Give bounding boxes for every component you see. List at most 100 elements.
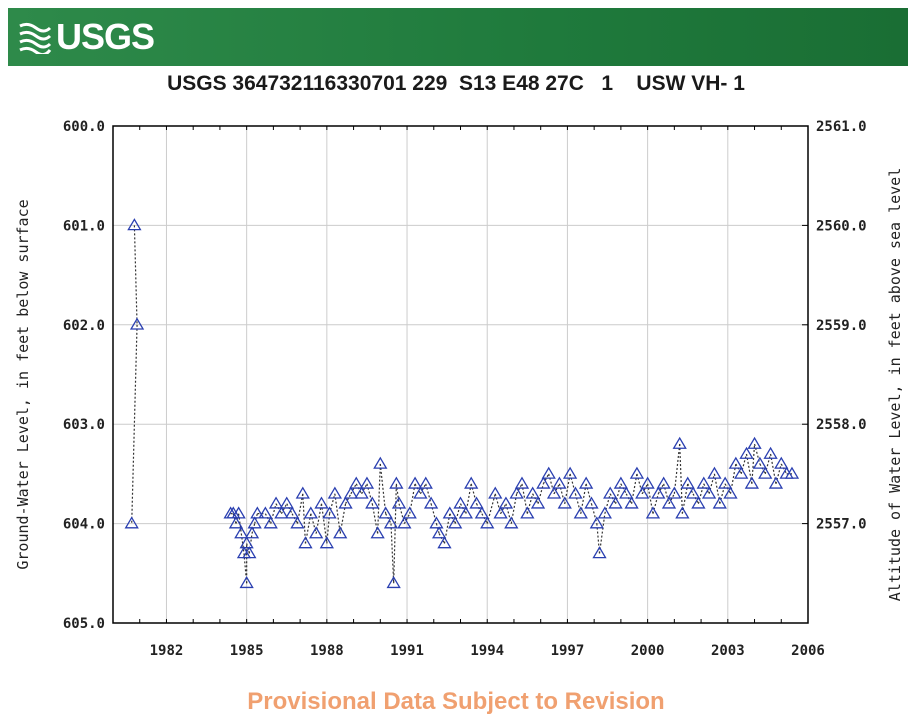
data-point — [717, 476, 733, 489]
data-point — [552, 476, 567, 489]
data-point — [685, 486, 701, 499]
connector-line — [385, 513, 392, 524]
y-tick-label: 601.0 — [63, 218, 105, 234]
data-point — [234, 526, 249, 539]
data-point — [573, 506, 588, 519]
data-point — [592, 546, 607, 559]
connector-line — [379, 463, 387, 514]
data-point — [514, 476, 530, 489]
connector-line — [625, 493, 633, 505]
connector-line — [345, 493, 352, 505]
data-point — [322, 506, 337, 519]
data-point — [290, 516, 305, 529]
connector-line — [532, 493, 539, 505]
connector-line — [687, 483, 694, 495]
connector-line — [328, 493, 336, 514]
y-tick-label: 604.0 — [63, 517, 105, 533]
data-point — [656, 476, 671, 489]
connector-line — [500, 503, 507, 514]
connector-line — [553, 483, 560, 495]
data-point — [488, 486, 503, 499]
data-point — [407, 476, 423, 489]
x-tick-label: 1991 — [390, 643, 424, 659]
connector-line — [133, 225, 138, 325]
connector-line — [302, 493, 307, 544]
data-point — [530, 496, 546, 509]
data-point — [391, 496, 407, 509]
data-point — [389, 476, 404, 489]
connector-line — [735, 463, 742, 475]
connector-line — [719, 483, 726, 504]
data-point — [423, 496, 439, 509]
usgs-banner: USGS — [8, 8, 908, 66]
data-point — [373, 456, 388, 469]
data-point — [691, 496, 706, 509]
connector-line — [692, 493, 699, 505]
connector-line — [609, 493, 617, 505]
connector-line — [740, 453, 748, 475]
data-point — [509, 486, 524, 499]
data-point — [474, 506, 490, 519]
data-point — [359, 476, 375, 489]
axis-ticks: 1982 1985 1988 1991 1994 1997 2000 2003 2006 600.… — [63, 119, 867, 659]
connector-line — [238, 513, 242, 534]
y2-tick-label: 2559.0 — [816, 318, 867, 334]
y2-tick-label: 2558.0 — [816, 417, 867, 433]
data-point — [239, 536, 254, 549]
data-point — [680, 476, 695, 489]
y2-axis-label: Altitude of Water Level, in feet above s… — [886, 168, 904, 601]
provisional-data-notice: Provisional Data Subject to Revision — [247, 688, 665, 715]
data-point — [464, 476, 479, 489]
data-point — [493, 506, 508, 519]
data-point — [413, 486, 428, 499]
data-point — [696, 476, 711, 489]
usgs-wave-icon — [19, 22, 52, 54]
connector-line — [516, 483, 523, 495]
data-point — [338, 496, 353, 509]
connector-line — [403, 513, 411, 524]
connector-line — [286, 503, 293, 514]
connector-line — [280, 503, 288, 514]
data-point — [370, 526, 385, 539]
usgs-logo[interactable]: USGS — [18, 16, 155, 58]
data-point — [327, 486, 343, 499]
connector-line — [759, 463, 766, 475]
data-point — [613, 476, 629, 489]
data-point — [707, 466, 722, 479]
plot-area — [112, 125, 809, 624]
data-point — [274, 506, 289, 519]
usgs-logo-text: USGS — [56, 16, 155, 57]
connector-line — [708, 473, 716, 494]
data-point — [242, 546, 257, 559]
data-point — [672, 436, 687, 449]
data-point — [774, 456, 789, 469]
connector-line — [320, 503, 328, 544]
connector-line — [361, 483, 368, 495]
connector-line — [449, 513, 456, 524]
data-point — [635, 486, 650, 499]
data-point — [747, 436, 762, 449]
data-point — [378, 506, 393, 519]
data-point — [402, 506, 417, 519]
connector-line — [350, 483, 357, 495]
data-point — [784, 466, 800, 479]
data-point — [739, 446, 754, 459]
connector-line — [775, 463, 782, 484]
connector-line — [598, 513, 606, 554]
connector-line — [620, 483, 627, 495]
data-point — [298, 536, 313, 549]
data-point — [589, 516, 604, 529]
data-point — [712, 496, 727, 509]
data-point — [723, 486, 738, 499]
data-point — [383, 516, 399, 529]
data-point — [758, 466, 773, 479]
data-point — [314, 496, 329, 509]
connector-line — [393, 483, 397, 584]
data-point — [597, 506, 612, 519]
grid-lines — [113, 125, 809, 624]
data-point — [386, 575, 401, 589]
y2-tick-label: 2560.0 — [816, 218, 867, 234]
connector-line — [275, 503, 282, 514]
connector-line — [390, 523, 395, 584]
data-point — [584, 496, 599, 509]
